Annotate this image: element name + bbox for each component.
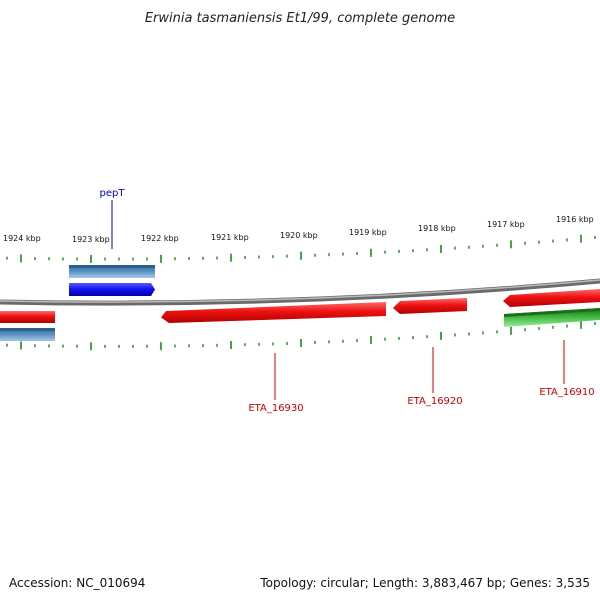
gene-label-eta-16910[interactable]: ETA_16910 (539, 387, 594, 398)
map-title: Erwinia tasmaniensis Et1/99, complete ge… (145, 11, 455, 26)
gene-arrow-eta-16930[interactable] (161, 302, 386, 323)
scale-label-1917kbp: 1917 kbp (487, 220, 525, 229)
scale-label-1916kbp: 1916 kbp (556, 215, 594, 224)
accession-text: Accession: NC_010694 (9, 576, 146, 590)
scale-label-1920kbp: 1920 kbp (280, 231, 318, 240)
gene-arrow-eta-16920[interactable] (393, 298, 467, 314)
gene-feature-steel-lower[interactable] (0, 328, 55, 341)
genome-backbone (0, 278, 600, 306)
scale-label-1923kbp: 1923 kbp (72, 235, 110, 244)
genome-backbone-highlight (0, 279, 600, 303)
gene-arrow-peptidase-t[interactable] (69, 283, 155, 296)
gene-label-eta-16920[interactable]: ETA_16920 (407, 396, 462, 407)
scale-label-1919kbp: 1919 kbp (349, 228, 387, 237)
gene-feature-green[interactable] (504, 308, 600, 327)
scale-label-1921kbp: 1921 kbp (211, 233, 249, 242)
gene-feature-steel-upper[interactable] (69, 265, 155, 278)
genome-summary-text: Topology: circular; Length: 3,883,467 bp… (260, 576, 590, 590)
gene-label-pept[interactable]: pepT (100, 188, 126, 199)
scale-label-1918kbp: 1918 kbp (418, 224, 456, 233)
scale-label-1922kbp: 1922 kbp (141, 234, 179, 243)
gene-arrow-eta-16910[interactable] (503, 289, 600, 307)
gene-label-eta-16930[interactable]: ETA_16930 (248, 403, 303, 414)
lower-scale-ticks (6, 320, 596, 351)
upper-scale-ticks (6, 234, 596, 264)
scale-label-1924kbp: 1924 kbp (3, 234, 41, 243)
gene-arrow-red-left-edge[interactable] (0, 311, 55, 323)
